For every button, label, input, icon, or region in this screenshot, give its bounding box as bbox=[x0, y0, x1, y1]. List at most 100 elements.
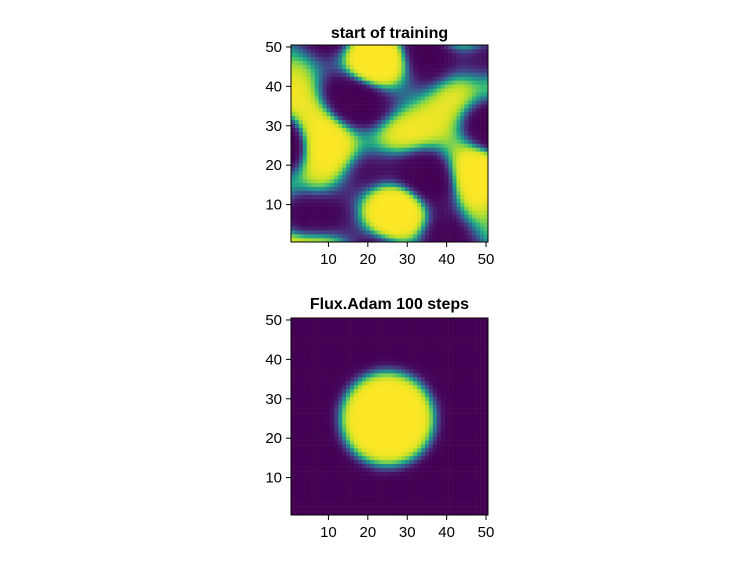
heatmap-cell bbox=[346, 139, 351, 144]
heatmap-cell bbox=[409, 175, 414, 180]
heatmap-cell bbox=[428, 210, 434, 215]
heatmap-cell bbox=[310, 400, 315, 405]
heatmap-cell bbox=[322, 190, 327, 195]
heatmap-cell bbox=[428, 104, 434, 109]
heatmap-cell bbox=[369, 471, 374, 476]
heatmap-cell bbox=[476, 388, 481, 394]
heatmap-cell bbox=[342, 194, 347, 199]
heatmap-cell bbox=[448, 325, 453, 331]
heatmap-cell bbox=[448, 155, 453, 160]
heatmap-cell bbox=[306, 483, 311, 488]
heatmap-cell bbox=[464, 507, 469, 512]
heatmap-cell bbox=[448, 321, 453, 327]
heatmap-cell bbox=[385, 56, 390, 62]
heatmap-cell bbox=[432, 321, 438, 327]
heatmap-cell bbox=[417, 420, 422, 425]
heatmap-cell bbox=[385, 365, 390, 370]
heatmap-cell bbox=[421, 337, 426, 342]
heatmap-cell bbox=[417, 96, 422, 101]
heatmap-cell bbox=[326, 467, 331, 472]
heatmap-cell bbox=[484, 448, 489, 453]
heatmap-cell bbox=[476, 92, 481, 97]
heatmap-cell bbox=[291, 495, 296, 500]
heatmap-cell bbox=[468, 226, 473, 231]
heatmap-cell bbox=[456, 194, 461, 199]
heatmap-cell bbox=[456, 76, 461, 81]
heatmap-cell bbox=[428, 388, 434, 394]
heatmap-cell bbox=[401, 444, 406, 449]
heatmap-cell bbox=[464, 175, 469, 180]
heatmap-cell bbox=[381, 48, 386, 54]
heatmap-cell bbox=[294, 202, 300, 207]
heatmap-cell bbox=[472, 325, 477, 331]
heatmap-cell bbox=[326, 182, 331, 188]
heatmap-cell bbox=[476, 420, 481, 425]
heatmap-cell bbox=[460, 198, 465, 203]
heatmap-cell bbox=[401, 96, 406, 101]
heatmap-cell bbox=[484, 175, 489, 180]
heatmap-cell bbox=[405, 507, 410, 512]
heatmap-cell bbox=[326, 139, 331, 144]
heatmap-cell bbox=[318, 333, 323, 338]
heatmap-cell bbox=[322, 143, 327, 148]
heatmap-cell bbox=[373, 369, 378, 374]
heatmap-cell bbox=[397, 202, 402, 207]
heatmap-cell bbox=[472, 190, 477, 195]
heatmap-cell bbox=[354, 495, 359, 500]
heatmap-cell bbox=[389, 143, 394, 148]
heatmap-cell bbox=[373, 194, 378, 199]
heatmap-cell bbox=[393, 163, 398, 168]
heatmap-cell bbox=[456, 392, 461, 398]
heatmap-cell bbox=[417, 463, 422, 468]
heatmap-cell bbox=[389, 325, 394, 331]
heatmap-cell bbox=[310, 424, 315, 429]
heatmap-cell bbox=[421, 222, 426, 227]
heatmap-cell bbox=[432, 381, 438, 386]
heatmap-cell bbox=[464, 60, 469, 65]
heatmap-cell bbox=[480, 206, 485, 211]
heatmap-cell bbox=[476, 218, 481, 223]
heatmap-cell bbox=[338, 318, 343, 323]
heatmap-cell bbox=[397, 143, 402, 148]
heatmap-cell bbox=[350, 194, 355, 199]
heatmap-cell bbox=[369, 100, 374, 105]
heatmap-cell bbox=[389, 507, 394, 512]
heatmap-cell bbox=[346, 451, 351, 457]
heatmap-cell bbox=[322, 349, 327, 354]
heatmap-cell bbox=[401, 80, 406, 85]
heatmap-cell bbox=[291, 408, 296, 413]
heatmap-cell bbox=[440, 155, 445, 160]
heatmap-cell bbox=[361, 171, 367, 176]
heatmap-cell bbox=[385, 325, 390, 331]
heatmap-cell bbox=[385, 210, 390, 215]
heatmap-cell bbox=[421, 479, 426, 484]
heatmap-cell bbox=[484, 333, 489, 338]
heatmap-cell bbox=[302, 84, 308, 89]
heatmap-cell bbox=[291, 127, 296, 132]
heatmap-cell bbox=[428, 186, 434, 192]
heatmap-cell bbox=[448, 84, 453, 89]
heatmap-cell bbox=[350, 479, 355, 484]
heatmap-cell bbox=[413, 325, 418, 331]
heatmap-cell bbox=[338, 175, 343, 180]
heatmap-cell bbox=[409, 186, 414, 192]
heatmap-cell bbox=[460, 333, 465, 338]
heatmap-cell bbox=[484, 151, 489, 156]
heatmap-cell bbox=[302, 80, 308, 85]
heatmap-cell bbox=[310, 325, 315, 331]
heatmap-cell bbox=[428, 190, 434, 195]
heatmap-cell bbox=[314, 186, 319, 192]
heatmap-cell bbox=[484, 459, 489, 465]
heatmap-cell bbox=[448, 392, 453, 398]
heatmap-cell bbox=[318, 432, 323, 437]
heatmap-cell bbox=[330, 147, 335, 152]
heatmap-cell bbox=[350, 349, 355, 354]
heatmap-cell bbox=[361, 163, 367, 168]
heatmap-cell bbox=[405, 479, 410, 484]
heatmap-cell bbox=[432, 507, 438, 512]
heatmap-cell bbox=[401, 495, 406, 500]
heatmap-cell bbox=[291, 143, 296, 148]
heatmap-cell bbox=[310, 361, 315, 366]
heatmap-cell bbox=[342, 499, 347, 504]
heatmap-cell bbox=[302, 396, 308, 401]
